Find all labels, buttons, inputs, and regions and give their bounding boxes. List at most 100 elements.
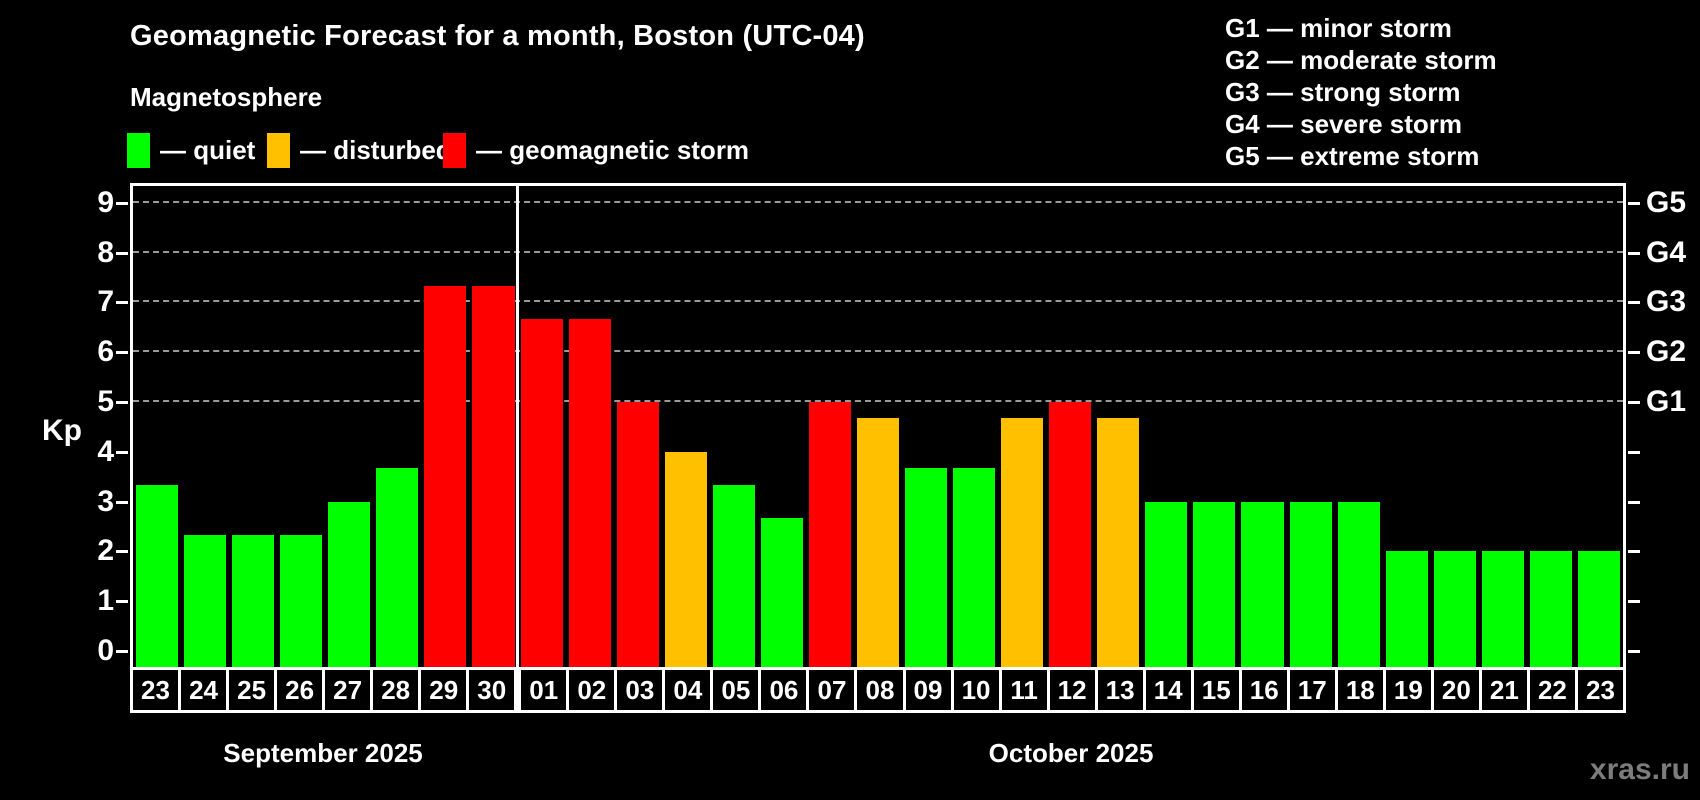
gridline-kp9 xyxy=(133,200,1623,203)
kp-bar xyxy=(1049,402,1092,668)
left-tick-kp4 xyxy=(116,450,128,454)
bar-slot-07 xyxy=(806,186,854,668)
page-title: Geomagnetic Forecast for a month, Boston… xyxy=(130,20,865,52)
kp-bar xyxy=(1001,418,1044,668)
kp-bar xyxy=(1481,551,1524,668)
bar-slot-12 xyxy=(1046,186,1094,668)
y-tick-label-5: 5 xyxy=(97,385,114,418)
date-cell-23: 23 xyxy=(1574,670,1623,710)
y-tick-label-6: 6 xyxy=(97,335,114,369)
date-cell-10: 10 xyxy=(950,670,999,710)
left-tick-kp5 xyxy=(116,401,128,404)
left-tick-kp9 xyxy=(116,201,128,205)
bar-slot-26 xyxy=(277,186,325,668)
chart-subtitle: Magnetosphere xyxy=(130,82,323,112)
kp-bar xyxy=(953,468,996,668)
kp-bar xyxy=(568,318,611,668)
bar-slot-23 xyxy=(1575,186,1623,668)
bar-slot-16 xyxy=(1238,186,1286,668)
kp-bar xyxy=(424,285,467,668)
date-cell-08: 08 xyxy=(854,670,902,710)
g-scale-legend: G1 — minor storm G2 — moderate storm G3 — … xyxy=(1225,12,1497,172)
kp-bar xyxy=(328,501,371,668)
g-scale-legend-item: G5 — extreme storm xyxy=(1225,141,1480,171)
date-cell-13: 13 xyxy=(1094,670,1143,710)
left-tick-kp7 xyxy=(116,301,128,305)
gridline-kp7 xyxy=(133,300,1623,303)
bar-slot-05 xyxy=(710,186,758,668)
kp-bar xyxy=(136,485,179,668)
disturbed-color-swatch xyxy=(267,133,290,168)
date-cell-16: 16 xyxy=(1238,670,1287,710)
bar-slot-18 xyxy=(1335,186,1383,668)
date-cell-17: 17 xyxy=(1286,670,1335,710)
bar-slot-06 xyxy=(758,186,806,668)
date-cell-25: 25 xyxy=(226,670,274,710)
bar-slot-27 xyxy=(325,186,373,668)
left-tick-kp0 xyxy=(116,650,128,653)
kp-bar xyxy=(1433,551,1476,668)
x-axis-date-row: 23 24 25 26 27 28 29 30 01 02 03 04 05 06 07 08 09 10 11 12… xyxy=(130,667,1626,713)
kp-bar xyxy=(1577,551,1620,668)
plot-area xyxy=(130,183,1626,668)
date-cell-07: 07 xyxy=(806,670,854,710)
g-scale-label-G1: G1 xyxy=(1646,385,1687,418)
date-cell-06: 06 xyxy=(758,670,806,710)
date-cell-24: 24 xyxy=(178,670,226,710)
date-cell-05: 05 xyxy=(710,670,758,710)
right-tick-kp3 xyxy=(1628,500,1640,504)
kp-bar xyxy=(280,534,323,668)
right-tick-kp0 xyxy=(1628,650,1640,653)
bar-slot-14 xyxy=(1142,186,1190,668)
g-scale-legend-item: G4 — severe storm xyxy=(1225,109,1463,139)
storm-color-swatch xyxy=(443,133,466,168)
y-tick-label-9: 9 xyxy=(97,185,114,219)
left-tick-kp8 xyxy=(116,251,128,255)
right-tick-kp1 xyxy=(1628,600,1640,604)
legend-label-quiet: — quiet xyxy=(160,135,256,165)
date-cell-20: 20 xyxy=(1430,670,1479,710)
right-tick-kp4 xyxy=(1628,450,1640,454)
legend-label-storm: — geomagnetic storm xyxy=(476,135,750,165)
kp-bar xyxy=(1337,501,1380,668)
kp-bar xyxy=(616,402,659,668)
kp-bar xyxy=(520,318,563,668)
month-label: September 2025 xyxy=(223,738,423,768)
g-scale-legend-item: G1 — minor storm xyxy=(1225,13,1452,43)
bar-slot-08 xyxy=(854,186,902,668)
g-scale-legend-item: G3 — strong storm xyxy=(1225,77,1461,107)
bars-container xyxy=(133,186,1623,668)
right-tick-kp6 xyxy=(1628,351,1640,355)
date-cell-14: 14 xyxy=(1142,670,1191,710)
left-tick-kp2 xyxy=(116,550,128,554)
date-cell-19: 19 xyxy=(1382,670,1431,710)
gridline-kp6 xyxy=(133,350,1623,353)
kp-bar xyxy=(184,534,227,668)
g-scale-label-G4: G4 xyxy=(1646,235,1687,269)
bar-slot-11 xyxy=(998,186,1046,668)
bar-slot-15 xyxy=(1190,186,1238,668)
left-tick-kp1 xyxy=(116,600,128,604)
right-tick-kp9 xyxy=(1628,201,1640,205)
bar-slot-13 xyxy=(1094,186,1142,668)
kp-bar xyxy=(232,534,275,668)
legend-label-disturbed: — disturbed xyxy=(300,135,452,165)
kp-bar xyxy=(1097,418,1140,668)
bar-slot-28 xyxy=(373,186,421,668)
g-scale-legend-item: G2 — moderate storm xyxy=(1225,45,1497,75)
kp-bar xyxy=(856,418,899,668)
legend-item-quiet: — quiet xyxy=(127,132,255,169)
bar-slot-20 xyxy=(1431,186,1479,668)
g-scale-label-G2: G2 xyxy=(1646,335,1687,369)
date-cell-21: 21 xyxy=(1478,670,1527,710)
bar-slot-02 xyxy=(566,186,614,668)
kp-bar xyxy=(1241,501,1284,668)
kp-bar xyxy=(1385,551,1428,668)
kp-bar xyxy=(712,485,755,668)
y-tick-label-3: 3 xyxy=(97,484,114,518)
date-cell-03: 03 xyxy=(614,670,662,710)
y-tick-label-4: 4 xyxy=(97,434,114,468)
date-cell-29: 29 xyxy=(418,670,466,710)
left-tick-kp6 xyxy=(116,351,128,355)
bar-slot-29 xyxy=(421,186,469,668)
